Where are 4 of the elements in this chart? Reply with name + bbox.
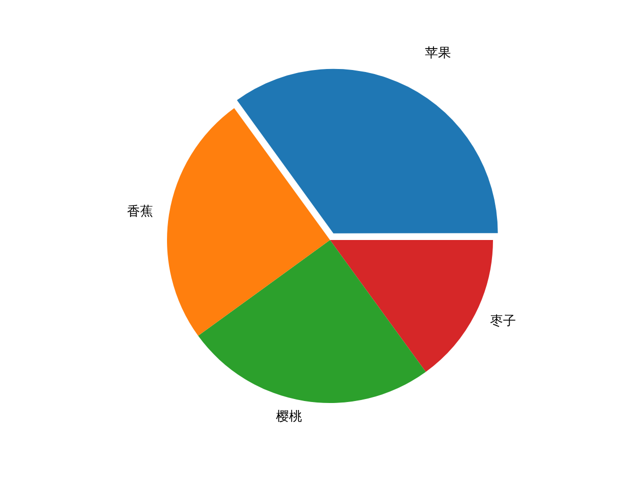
slice-label: 樱桃 [276, 409, 302, 424]
slice-label: 苹果 [425, 46, 452, 61]
slice-label: 香蕉 [126, 204, 153, 220]
slice-label: 枣子 [490, 314, 516, 329]
